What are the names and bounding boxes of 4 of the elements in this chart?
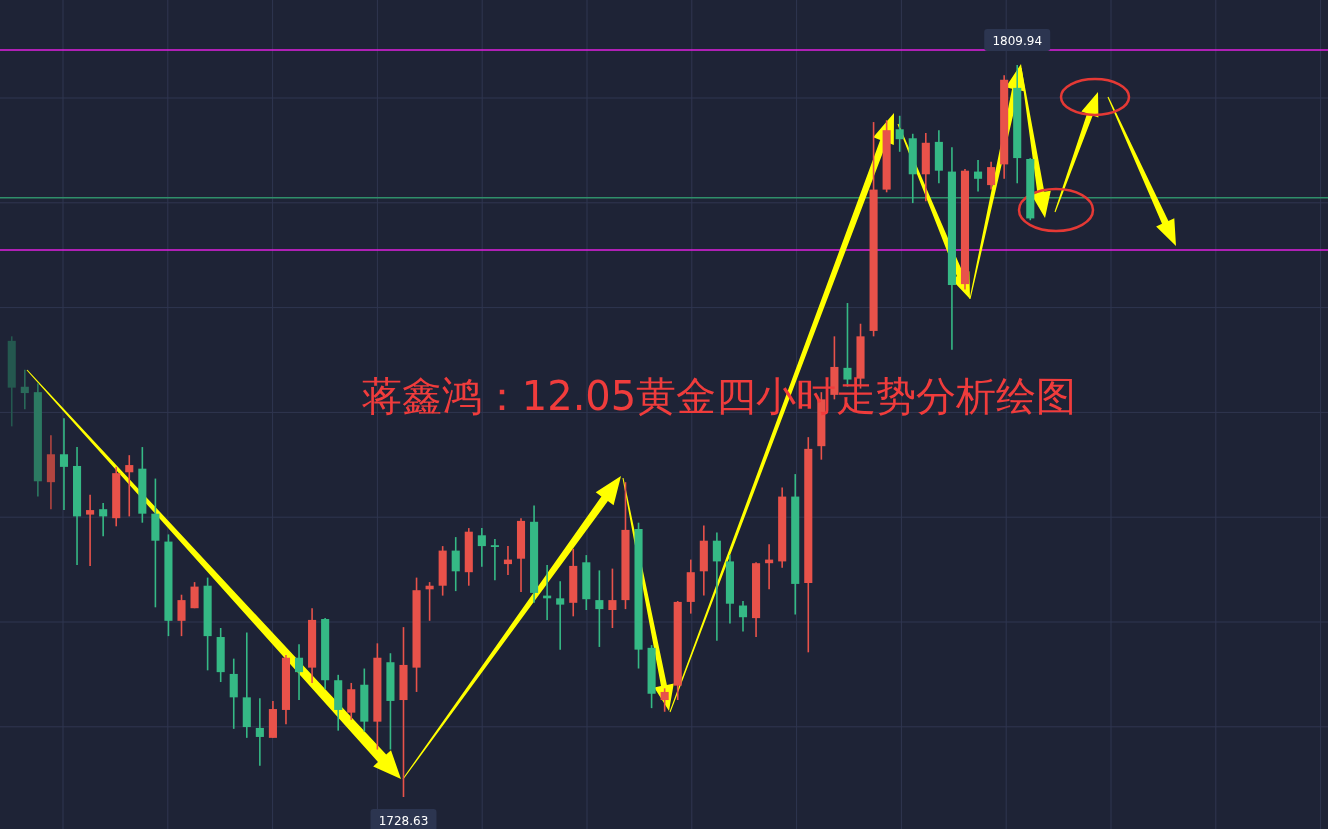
annotation: 1728.63 — [378, 813, 429, 828]
annotation: 1809.94 — [992, 33, 1043, 48]
price-tag: 1728.63 — [370, 809, 437, 829]
price-tag: 1809.94 — [984, 29, 1051, 51]
